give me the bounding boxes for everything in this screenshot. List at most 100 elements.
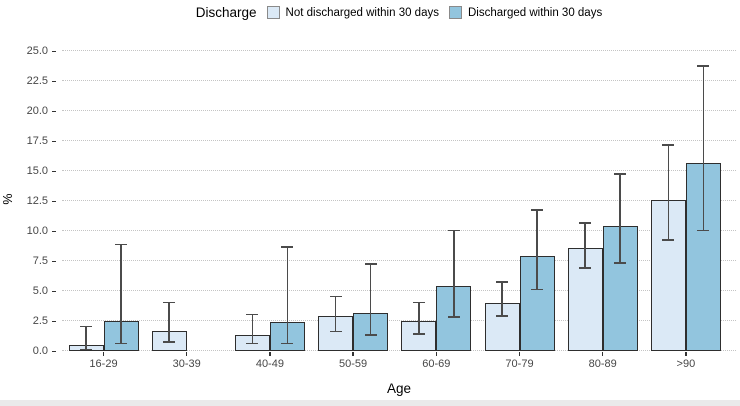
error-bar-line [501,282,503,315]
error-bar-line [369,264,372,335]
error-bar-cap-bottom [614,262,627,264]
gridline [62,80,736,81]
y-tick-mark [52,80,56,82]
error-bar-cap-top [80,325,92,327]
error-bar-line [702,66,705,230]
error-bar-cap-top [246,313,259,315]
y-tick-mark [52,320,56,322]
error-bar-line [286,247,289,343]
x-tick-mark [102,352,105,356]
x-tick-mark [269,352,271,356]
error-bar-cap-bottom [662,239,675,241]
error-bar-line [168,303,170,342]
gridline [62,230,736,231]
error-bar-line [667,145,670,240]
y-tick-label: 7.5 [32,255,48,267]
x-tick-mark [352,352,354,356]
y-tick-mark [52,290,56,292]
error-bar-cap-bottom [80,348,92,351]
x-tick-mark [601,352,604,356]
error-bar-cap-bottom [412,333,425,335]
error-bar-cap-top [115,243,127,246]
gridline [62,110,736,111]
error-bar-line [85,327,87,349]
error-bar-cap-top [364,263,377,265]
error-bar-cap-bottom [246,342,259,345]
error-bar-line [418,303,420,333]
error-bar-cap-bottom [697,229,710,232]
gridline [62,140,736,141]
y-tick-label: 10.0 [26,225,48,237]
gridline [62,260,736,261]
y-tick-mark [52,230,56,232]
error-bar-cap-bottom [281,342,294,345]
gridline [62,200,736,201]
panel [62,45,736,351]
x-tick-mark [435,352,438,356]
error-bar-line [619,174,621,263]
x-tick-label: 16-29 [89,358,118,370]
error-bar-cap-bottom [579,267,592,269]
error-bar-line [453,231,455,317]
x-axis-title: Age [386,381,412,396]
x-tick-label: 60-69 [422,358,451,370]
y-tick-mark [52,350,56,352]
error-bar-cap-top [531,209,543,211]
error-bar-cap-top [614,173,627,175]
error-bar-cap-top [281,246,294,248]
error-bar-cap-top [447,229,460,231]
y-tick-mark [52,110,56,112]
error-bar-line [120,245,122,343]
x-tick-mark [518,352,521,356]
error-bar-cap-bottom [531,288,543,291]
gridline [62,320,736,321]
error-bar-cap-top [329,295,342,297]
y-tick-label: 0.0 [32,345,48,357]
error-bar-cap-top [163,301,176,303]
error-bar-cap-bottom [496,315,508,317]
y-tick-mark [52,140,56,142]
gridline [62,290,736,291]
y-tick-label: 15.0 [26,165,48,177]
error-bar-cap-top [697,65,710,67]
bar [401,321,437,351]
legend-swatch-light-icon [266,6,280,19]
legend-title: Discharge [195,5,257,20]
x-tick-mark [685,352,687,356]
error-bar-cap-bottom [329,330,342,333]
error-bar-line [536,210,538,289]
gridline [62,170,736,171]
error-bar-line [334,297,337,331]
legend-key-discharged: Discharged within 30 days [448,6,602,19]
x-tick-label: 30-39 [172,358,201,370]
error-bar-cap-bottom [163,341,176,343]
error-bar-cap-top [662,144,675,146]
y-tick-label: 17.5 [26,135,48,147]
legend: Discharge Not discharged within 30 days … [62,5,736,20]
error-bar-cap-top [496,281,508,283]
x-tick-label: 80-89 [588,358,617,370]
error-bar-line [584,223,586,267]
y-tick-label: 12.5 [26,195,48,207]
x-tick-label: 40-49 [255,358,284,370]
y-tick-mark [52,170,56,172]
error-bar-cap-top [412,301,425,303]
gridline [62,50,736,51]
y-tick-label: 2.5 [32,315,48,327]
x-tick-label: 50-59 [339,358,368,370]
legend-swatch-dark-icon [448,6,462,19]
error-bar-cap-top [579,222,592,224]
y-tick-label: 25.0 [26,45,48,57]
x-tick-label: >90 [676,358,696,370]
legend-key-not-discharged: Not discharged within 30 days [266,6,439,19]
error-bar-cap-bottom [364,334,377,336]
y-tick-mark [52,50,56,52]
x-tick-mark [185,352,188,356]
error-bar-cap-bottom [115,342,127,345]
error-bar-cap-bottom [447,316,460,318]
y-tick-label: 22.5 [26,75,48,87]
gridline [62,350,736,351]
bottom-strip [0,400,740,406]
x-tick-label: 70-79 [505,358,534,370]
